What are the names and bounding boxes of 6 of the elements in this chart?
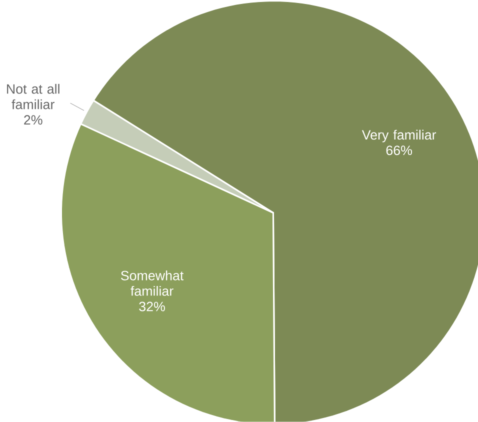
slice-label: Not at all familiar [7, 84, 60, 110]
data-label: 32% [139, 302, 165, 312]
data-label: 66% [386, 146, 412, 156]
data-label: 2% [24, 115, 42, 125]
slice-label: Somewhat familiar [121, 270, 184, 296]
slice-label: Very familiar [362, 130, 436, 142]
